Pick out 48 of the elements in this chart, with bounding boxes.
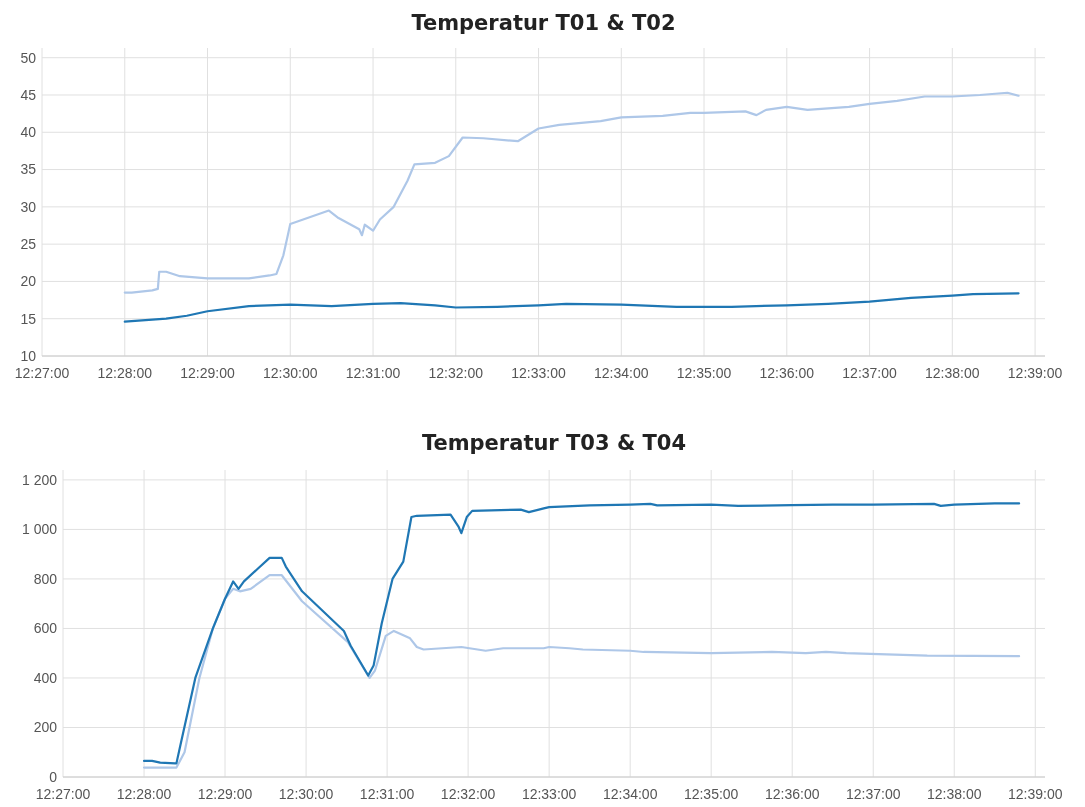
y-tick-label: 800: [33, 570, 58, 587]
x-tick-label: 12:38:00: [925, 365, 980, 381]
x-tick-label: 12:38:00: [926, 786, 982, 802]
line-series: [123, 91, 1020, 294]
x-tick-label: 12:28:00: [116, 786, 172, 802]
y-tick-label: 10: [20, 347, 37, 364]
y-tick-label: 20: [20, 273, 37, 290]
y-tick-label: 1 000: [21, 521, 58, 538]
y-tick-label: 25: [20, 236, 37, 253]
y-tick-label: 30: [20, 198, 37, 215]
y-tick-label: 45: [20, 86, 37, 103]
x-tick-label: 12:36:00: [764, 786, 820, 802]
x-tick-label: 12:33:00: [521, 786, 577, 802]
x-tick-label: 12:32:00: [428, 365, 484, 381]
y-tick-label: 40: [20, 124, 37, 141]
line-series: [142, 502, 1021, 765]
x-tick-label: 12:29:00: [180, 365, 235, 381]
x-tick-label: 12:30:00: [278, 786, 334, 802]
x-tick-label: 12:35:00: [676, 365, 732, 381]
line-series: [142, 574, 1021, 769]
x-tick-label: 12:34:00: [594, 365, 649, 381]
x-tick-label: 12:37:00: [846, 786, 901, 802]
y-tick-label: 1 200: [21, 471, 58, 488]
y-tick-label: 0: [49, 768, 58, 785]
x-tick-label: 12:27:00: [35, 786, 91, 802]
x-tick-label: 12:27:00: [14, 365, 70, 381]
x-tick-label: 12:34:00: [602, 786, 658, 802]
y-tick-label: 15: [20, 310, 37, 327]
x-tick-label: 12:37:00: [842, 365, 898, 381]
y-tick-label: 200: [33, 719, 58, 736]
chart-title: Temperatur T03 & T04: [421, 431, 687, 455]
x-tick-label: 12:39:00: [1007, 365, 1063, 381]
x-tick-label: 12:33:00: [511, 365, 566, 381]
line-series: [123, 292, 1020, 323]
x-tick-label: 12:29:00: [197, 786, 253, 802]
x-tick-label: 12:35:00: [683, 786, 739, 802]
x-tick-label: 12:31:00: [345, 365, 401, 381]
y-tick-label: 50: [20, 49, 37, 66]
y-tick-label: 35: [20, 161, 37, 178]
y-tick-label: 600: [33, 620, 58, 637]
x-tick-label: 12:31:00: [359, 786, 415, 802]
x-tick-label: 12:28:00: [97, 365, 153, 381]
y-tick-label: 400: [33, 669, 58, 686]
x-tick-label: 12:39:00: [1008, 786, 1063, 802]
x-tick-label: 12:30:00: [263, 365, 318, 381]
x-tick-label: 12:32:00: [440, 786, 496, 802]
x-tick-label: 12:36:00: [759, 365, 815, 381]
chart-title: Temperatur T01 & T02: [411, 11, 676, 35]
